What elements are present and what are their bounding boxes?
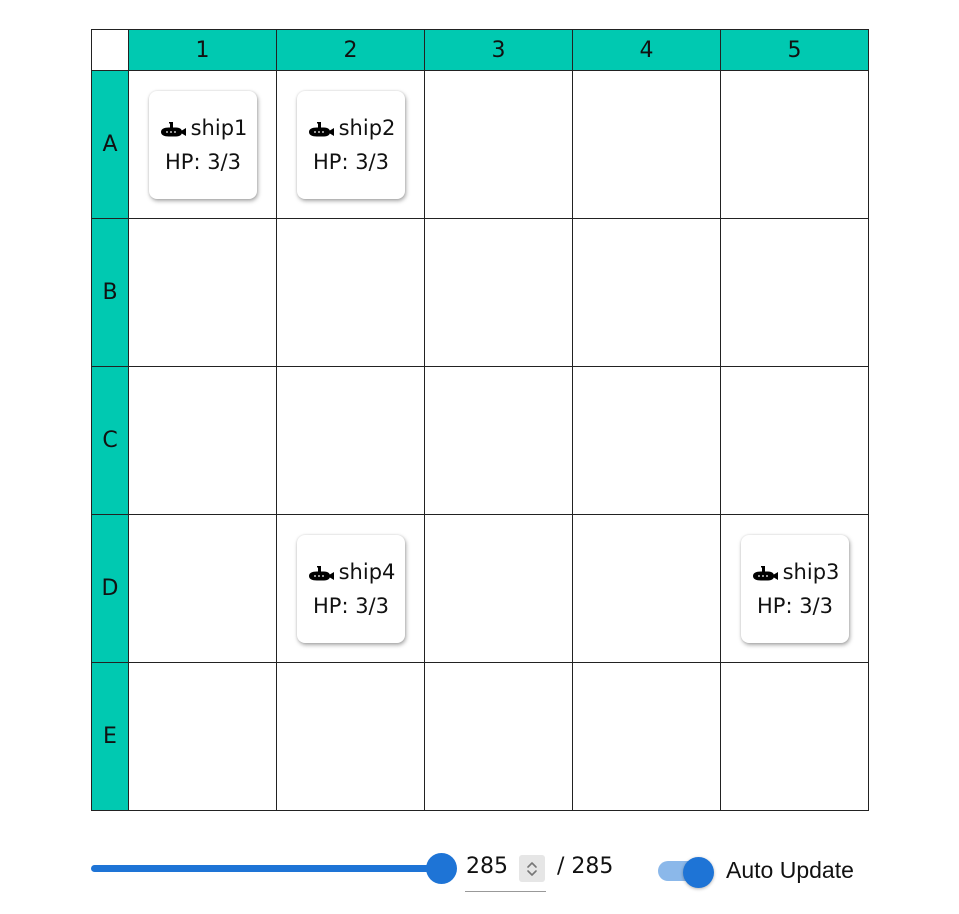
cell-c1[interactable]	[128, 366, 277, 515]
cell-e4[interactable]	[572, 662, 721, 811]
step-input[interactable]: 285	[466, 854, 508, 879]
column-header-1: 1	[128, 29, 277, 71]
auto-update-label[interactable]: Auto Update	[726, 857, 854, 883]
ship-card[interactable]: ship1 HP: 3/3	[149, 91, 257, 199]
cell-e1[interactable]	[128, 662, 277, 811]
cell-a4[interactable]	[572, 70, 721, 219]
cell-e2[interactable]	[276, 662, 425, 811]
step-total: / 285	[557, 854, 614, 879]
ship-hp: HP: 3/3	[312, 150, 389, 174]
cell-b1[interactable]	[128, 218, 277, 367]
ship-hp: HP: 3/3	[164, 150, 241, 174]
column-header-2: 2	[276, 29, 425, 71]
board-row-d: D ship4 HP: 3/3 ship3	[91, 514, 869, 663]
submarine-icon	[159, 119, 187, 137]
cell-a1[interactable]: ship1 HP: 3/3	[128, 70, 277, 219]
playback-controls: 285 / 285 Auto Update	[91, 848, 891, 898]
cell-b5[interactable]	[720, 218, 869, 367]
cell-e3[interactable]	[424, 662, 573, 811]
ship-hp: HP: 3/3	[312, 594, 389, 618]
cell-d4[interactable]	[572, 514, 721, 663]
ship-name: ship4	[338, 560, 396, 584]
row-header-c: C	[91, 366, 129, 515]
row-header-e: E	[91, 662, 129, 811]
cell-b2[interactable]	[276, 218, 425, 367]
column-header-3: 3	[424, 29, 573, 71]
ship-name: ship1	[190, 116, 248, 140]
cell-d2[interactable]: ship4 HP: 3/3	[276, 514, 425, 663]
cell-b4[interactable]	[572, 218, 721, 367]
submarine-icon	[751, 563, 779, 581]
auto-update-toggle[interactable]	[683, 857, 714, 888]
board-row-a: A ship1 HP: 3/3 ship2	[91, 70, 869, 219]
step-input-underline	[465, 891, 546, 892]
step-slider-thumb[interactable]	[426, 853, 457, 884]
board-corner	[91, 29, 129, 71]
cell-e5[interactable]	[720, 662, 869, 811]
ship-hp: HP: 3/3	[756, 594, 833, 618]
chevron-up-down-icon	[527, 861, 537, 876]
cell-d3[interactable]	[424, 514, 573, 663]
row-header-a: A	[91, 70, 129, 219]
board-row-c: C	[91, 366, 869, 515]
ship-card[interactable]: ship3 HP: 3/3	[741, 535, 849, 643]
ship-name: ship3	[782, 560, 840, 584]
column-header-4: 4	[572, 29, 721, 71]
row-header-d: D	[91, 514, 129, 663]
cell-c5[interactable]	[720, 366, 869, 515]
cell-a5[interactable]	[720, 70, 869, 219]
cell-c4[interactable]	[572, 366, 721, 515]
game-board: 1 2 3 4 5 A ship1 HP: 3/3	[91, 29, 869, 811]
step-spinner-button[interactable]	[519, 855, 545, 882]
submarine-icon	[307, 119, 335, 137]
cell-b3[interactable]	[424, 218, 573, 367]
board-row-b: B	[91, 218, 869, 367]
column-header-5: 5	[720, 29, 869, 71]
ship-card[interactable]: ship4 HP: 3/3	[297, 535, 405, 643]
cell-d1[interactable]	[128, 514, 277, 663]
cell-d5[interactable]: ship3 HP: 3/3	[720, 514, 869, 663]
cell-a3[interactable]	[424, 70, 573, 219]
cell-a2[interactable]: ship2 HP: 3/3	[276, 70, 425, 219]
ship-card[interactable]: ship2 HP: 3/3	[297, 91, 405, 199]
column-header-row: 1 2 3 4 5	[91, 29, 869, 71]
ship-name: ship2	[338, 116, 396, 140]
cell-c2[interactable]	[276, 366, 425, 515]
cell-c3[interactable]	[424, 366, 573, 515]
submarine-icon	[307, 563, 335, 581]
board-row-e: E	[91, 662, 869, 811]
row-header-b: B	[91, 218, 129, 367]
step-slider-track[interactable]	[91, 865, 443, 872]
